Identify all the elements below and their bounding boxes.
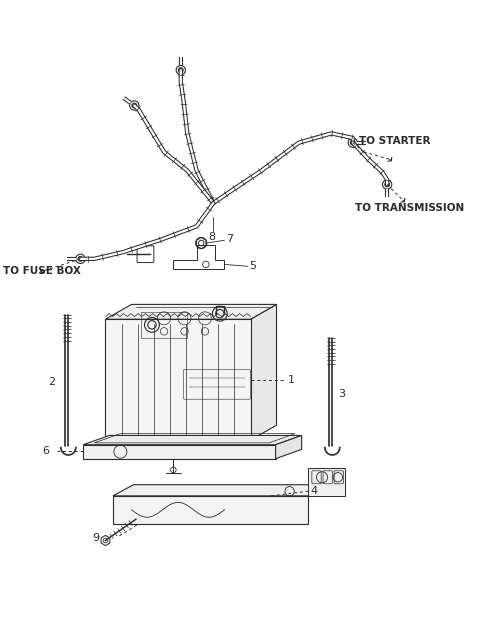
Text: 4: 4 <box>310 486 317 496</box>
Polygon shape <box>308 468 345 496</box>
Polygon shape <box>83 444 276 459</box>
Polygon shape <box>106 305 276 319</box>
Polygon shape <box>113 485 329 496</box>
Text: TO TRANSMISSION: TO TRANSMISSION <box>355 202 464 213</box>
Text: 9: 9 <box>93 533 100 543</box>
Text: 6: 6 <box>42 446 49 456</box>
Polygon shape <box>113 496 308 524</box>
Text: 5: 5 <box>250 261 257 271</box>
Text: 7: 7 <box>227 235 233 245</box>
Text: TO FUSE BOX: TO FUSE BOX <box>3 266 81 276</box>
Polygon shape <box>83 435 301 444</box>
Polygon shape <box>276 435 301 459</box>
Text: 3: 3 <box>338 389 345 399</box>
Text: 2: 2 <box>48 378 55 387</box>
Polygon shape <box>251 305 276 440</box>
Text: TO STARTER: TO STARTER <box>359 136 431 146</box>
Polygon shape <box>106 319 251 440</box>
Text: 1: 1 <box>288 374 295 384</box>
Text: 8: 8 <box>209 233 216 243</box>
